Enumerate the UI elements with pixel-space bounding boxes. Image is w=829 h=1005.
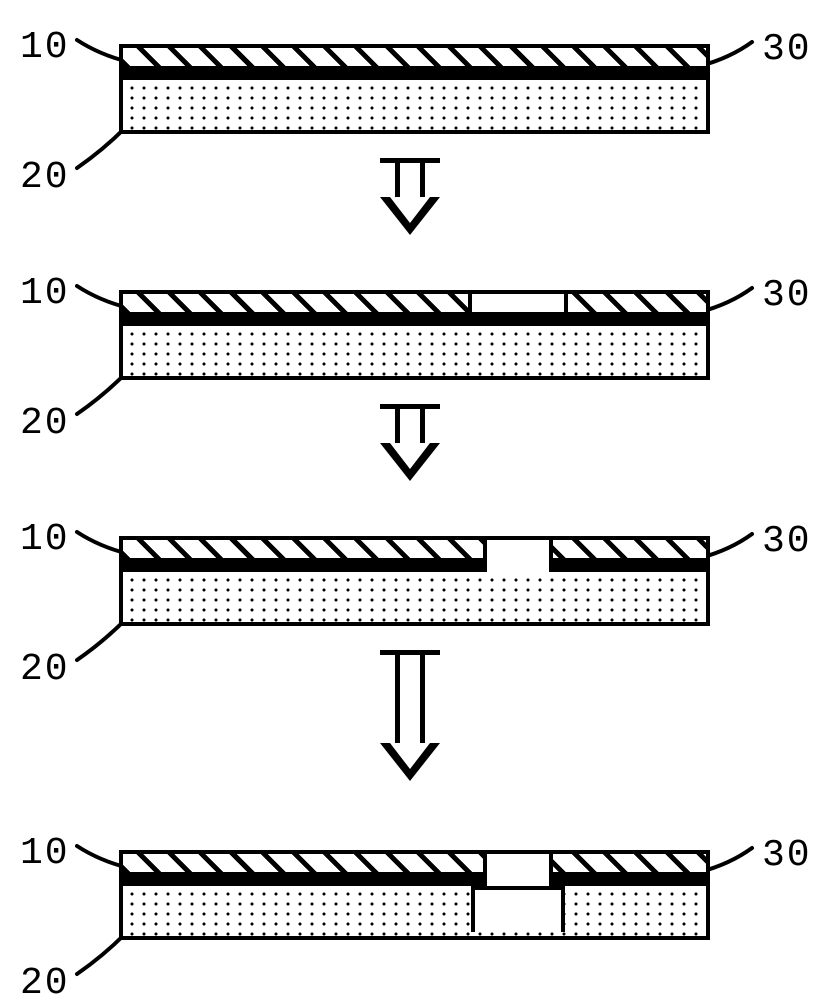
- layer-30-black: [123, 70, 706, 80]
- callout-label-20: 20: [20, 402, 70, 445]
- callout-label-10: 10: [20, 832, 70, 875]
- callout-label-30: 30: [762, 834, 812, 877]
- etch-window-hatch: [483, 540, 553, 558]
- layer-20-dotted: [123, 80, 706, 130]
- etch-window-hatch: [468, 294, 568, 312]
- callout-label-20: 20: [20, 648, 70, 691]
- layer-20-dotted: [123, 572, 706, 622]
- layer-20-dotted: [123, 326, 706, 376]
- layer-10-hatched: [123, 48, 706, 70]
- callout-label-30: 30: [762, 28, 812, 71]
- callout-label-20: 20: [20, 156, 70, 199]
- stack-stage-1: [119, 44, 710, 134]
- layer-10-hatched: [123, 540, 706, 562]
- callout-label-10: 10: [20, 518, 70, 561]
- diagram-root: 103020103020103020103020: [0, 0, 829, 1000]
- stack-stage-3: [119, 536, 710, 626]
- flow-arrow-3: [395, 650, 455, 781]
- callout-label-10: 10: [20, 272, 70, 315]
- callout-label-10: 10: [20, 26, 70, 69]
- etch-window-seam: [483, 558, 553, 572]
- stack-stage-4: [119, 850, 710, 940]
- layer-10-hatched: [123, 294, 706, 316]
- etch-window-hatch: [483, 854, 553, 872]
- stack-stage-2: [119, 290, 710, 380]
- flow-arrow-1: [395, 158, 455, 235]
- layer-30-black: [123, 316, 706, 326]
- callout-label-30: 30: [762, 274, 812, 317]
- etch-window-substrate: [471, 886, 565, 932]
- etch-window-seam: [483, 872, 553, 886]
- callout-label-30: 30: [762, 520, 812, 563]
- layer-10-hatched: [123, 854, 706, 876]
- layer-20-dotted: [123, 886, 706, 936]
- layer-30-black: [123, 876, 706, 886]
- callout-label-20: 20: [20, 962, 70, 1005]
- flow-arrow-2: [395, 404, 455, 481]
- layer-30-black: [123, 562, 706, 572]
